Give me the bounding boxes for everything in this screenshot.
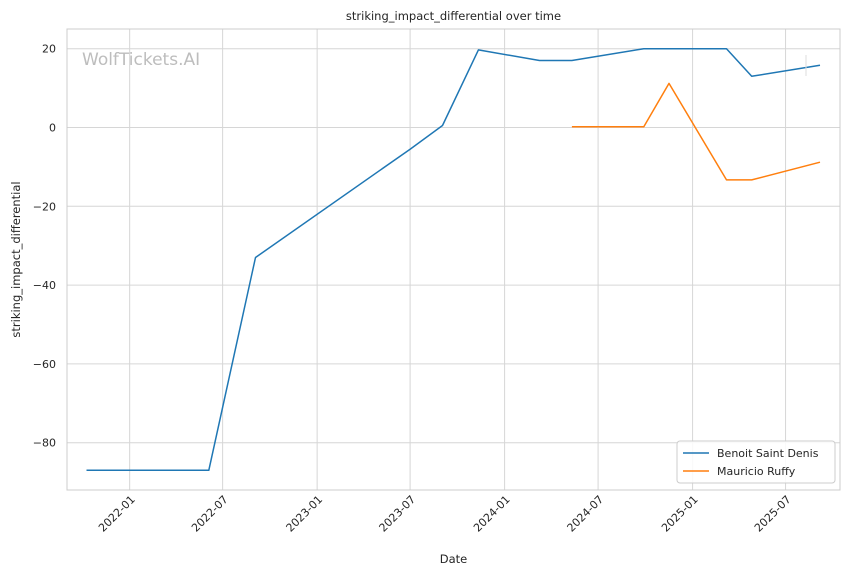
- y-tick-label: −80: [33, 437, 56, 450]
- series-lines: [86, 47, 821, 472]
- y-tick-label: −40: [33, 279, 56, 292]
- grid: [67, 29, 840, 490]
- y-tick-label: 0: [49, 122, 56, 135]
- series-line-benoit-saint-denis: [86, 47, 821, 472]
- x-axis-label: Date: [440, 552, 468, 566]
- legend-box: [676, 440, 836, 484]
- legend-label-mauricio-ruffy: Mauricio Ruffy: [717, 465, 796, 478]
- y-tick-label: −20: [33, 200, 56, 213]
- watermark-text: WolfTickets.AI: [82, 50, 200, 70]
- legend-label-benoit-saint-denis: Benoit Saint Denis: [717, 447, 819, 460]
- legend: Benoit Saint Denis Mauricio Ruffy: [676, 440, 836, 484]
- plot-frame: [66, 28, 841, 491]
- y-axis-label: striking_impact_differential: [9, 181, 23, 337]
- series-line-mauricio-ruffy: [571, 82, 821, 181]
- chart-title: striking_impact_differential over time: [346, 9, 561, 23]
- y-tick-label: −60: [33, 358, 56, 371]
- y-tick-label: 20: [42, 43, 56, 56]
